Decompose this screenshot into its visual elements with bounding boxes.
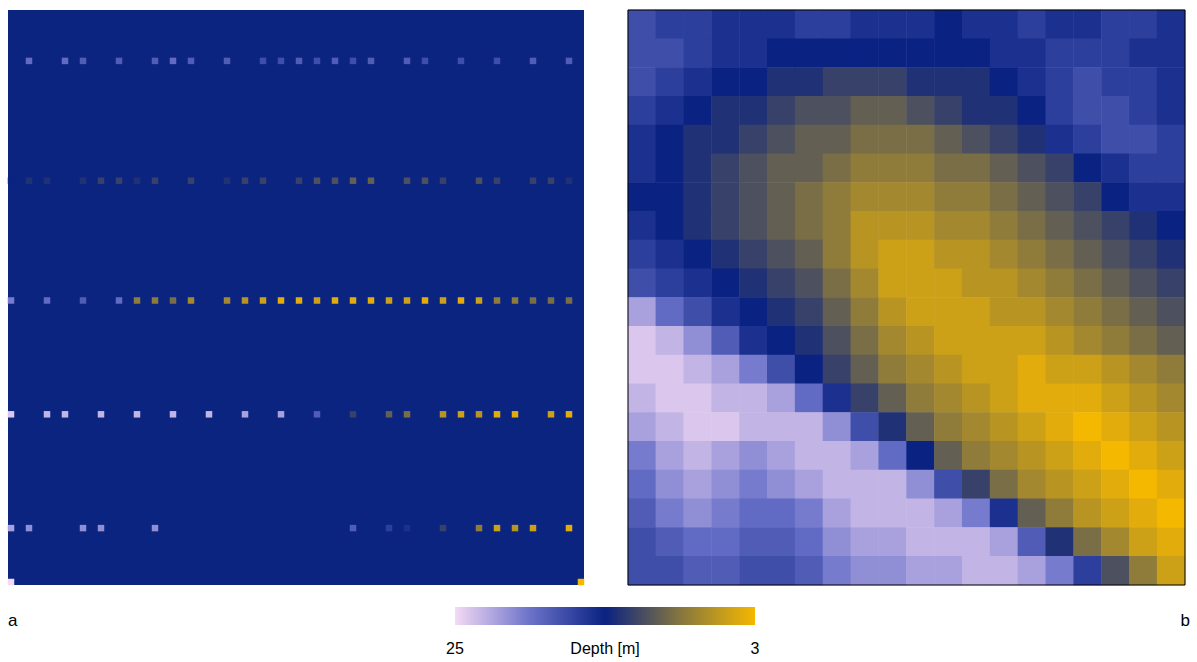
svg-text:3: 3 bbox=[751, 640, 760, 657]
svg-text:b: b bbox=[1181, 611, 1190, 630]
svg-text:a: a bbox=[8, 611, 18, 630]
svg-text:Depth [m]: Depth [m] bbox=[570, 640, 639, 657]
svg-text:25: 25 bbox=[446, 640, 464, 657]
